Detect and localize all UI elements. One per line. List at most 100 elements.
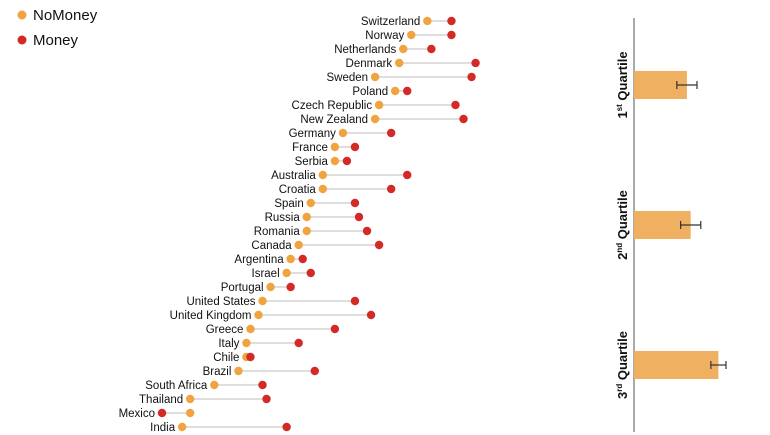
point-nomoney-new-zealand: [370, 114, 380, 124]
point-money-russia: [354, 212, 364, 222]
point-nomoney-germany: [338, 128, 348, 138]
point-money-canada: [374, 240, 384, 250]
country-label-brazil: Brazil: [203, 366, 232, 378]
point-money-denmark: [471, 58, 480, 68]
country-label-portugal: Portugal: [221, 282, 264, 294]
row-poland: Poland: [352, 86, 412, 98]
country-label-canada: Canada: [251, 240, 292, 252]
row-argentina: Argentina: [234, 254, 307, 266]
row-denmark: Denmark: [346, 58, 480, 70]
legend-dot-money: [17, 35, 27, 45]
bar-q3: [634, 351, 719, 379]
point-money-united-kingdom: [366, 310, 376, 320]
point-money-croatia: [386, 184, 396, 194]
dumbbell-plot: Switzerland Norway Netherlands Denmark Swede…: [119, 16, 480, 434]
point-nomoney-israel: [282, 268, 291, 278]
point-nomoney-poland: [390, 86, 400, 96]
row-switzerland: Switzerland: [361, 16, 456, 28]
point-nomoney-sweden: [370, 72, 380, 82]
country-label-germany: Germany: [289, 128, 337, 140]
country-label-united-kingdom: United Kingdom: [170, 310, 252, 322]
legend-label-money: Money: [33, 32, 79, 49]
point-nomoney-south-africa: [210, 380, 219, 390]
point-money-brazil: [310, 366, 319, 376]
row-sweden: Sweden: [327, 72, 476, 84]
point-nomoney-greece: [246, 324, 255, 334]
row-united-kingdom: United Kingdom: [170, 310, 376, 322]
row-norway: Norway: [365, 30, 456, 42]
point-money-mexico: [157, 408, 167, 418]
row-spain: Spain: [274, 198, 360, 210]
quartile-label-q1: 1st Quartile: [615, 51, 630, 118]
point-money-israel: [306, 268, 315, 278]
point-nomoney-russia: [302, 212, 311, 222]
country-label-switzerland: Switzerland: [361, 16, 420, 28]
country-label-australia: Australia: [271, 170, 316, 182]
error-bar-q2: [680, 221, 702, 229]
point-nomoney-brazil: [234, 366, 243, 376]
country-label-serbia: Serbia: [295, 156, 329, 168]
point-nomoney-thailand: [185, 394, 195, 404]
country-label-chile: Chile: [213, 352, 239, 364]
point-nomoney-australia: [318, 170, 328, 180]
point-money-france: [350, 142, 360, 152]
row-australia: Australia: [271, 170, 412, 182]
row-romania: Romania: [254, 226, 372, 238]
legend-item-nomoney: NoMoney: [17, 7, 98, 24]
point-money-netherlands: [427, 44, 436, 54]
row-greece: Greece: [206, 324, 340, 336]
point-nomoney-argentina: [286, 254, 295, 264]
country-label-mexico: Mexico: [119, 408, 155, 420]
quartile-label-q2: 2nd Quartile: [615, 190, 630, 260]
point-nomoney-serbia: [330, 156, 340, 166]
point-money-chile: [246, 352, 255, 362]
row-chile: Chile: [213, 352, 255, 364]
point-money-argentina: [298, 254, 307, 264]
point-money-south-africa: [258, 380, 267, 390]
row-south-africa: South Africa: [145, 380, 267, 392]
point-nomoney-united-kingdom: [254, 310, 263, 320]
point-nomoney-czech-republic: [374, 100, 384, 110]
point-money-italy: [294, 338, 303, 348]
point-nomoney-switzerland: [423, 16, 432, 26]
point-money-norway: [447, 30, 456, 40]
country-label-romania: Romania: [254, 226, 301, 238]
legend-item-money: Money: [17, 32, 79, 49]
point-money-poland: [403, 86, 412, 96]
country-label-spain: Spain: [274, 198, 303, 210]
row-czech-republic: Czech Republic: [292, 100, 460, 112]
row-netherlands: Netherlands: [334, 44, 436, 56]
country-label-united-states: United States: [186, 296, 255, 308]
country-label-sweden: Sweden: [327, 72, 369, 84]
point-nomoney-france: [330, 142, 340, 152]
point-nomoney-netherlands: [399, 44, 408, 54]
country-label-czech-republic: Czech Republic: [292, 100, 373, 112]
country-label-argentina: Argentina: [234, 254, 284, 266]
point-money-czech-republic: [451, 100, 460, 110]
row-india: India: [150, 422, 291, 434]
country-label-india: India: [150, 422, 176, 434]
country-label-israel: Israel: [252, 268, 280, 280]
point-nomoney-united-states: [258, 296, 267, 306]
country-label-south-africa: South Africa: [145, 380, 208, 392]
point-money-romania: [362, 226, 372, 236]
country-label-france: France: [292, 142, 328, 154]
point-nomoney-italy: [242, 338, 251, 348]
row-israel: Israel: [252, 268, 315, 280]
row-portugal: Portugal: [221, 282, 295, 294]
quartile-bar-chart: 1st Quartile 2nd Quartile 3rd Quartile: [615, 18, 727, 432]
error-bar-q3: [710, 361, 727, 369]
country-label-poland: Poland: [352, 86, 388, 98]
country-label-croatia: Croatia: [279, 184, 317, 196]
row-serbia: Serbia: [295, 156, 352, 168]
point-nomoney-canada: [294, 240, 303, 250]
row-russia: Russia: [265, 212, 364, 224]
country-label-greece: Greece: [206, 324, 244, 336]
point-money-sweden: [467, 72, 476, 82]
row-brazil: Brazil: [203, 366, 319, 378]
point-money-spain: [350, 198, 360, 208]
quartile-label-q3: 3rd Quartile: [615, 331, 630, 399]
point-money-united-states: [350, 296, 360, 306]
legend-dot-nomoney: [17, 10, 27, 20]
